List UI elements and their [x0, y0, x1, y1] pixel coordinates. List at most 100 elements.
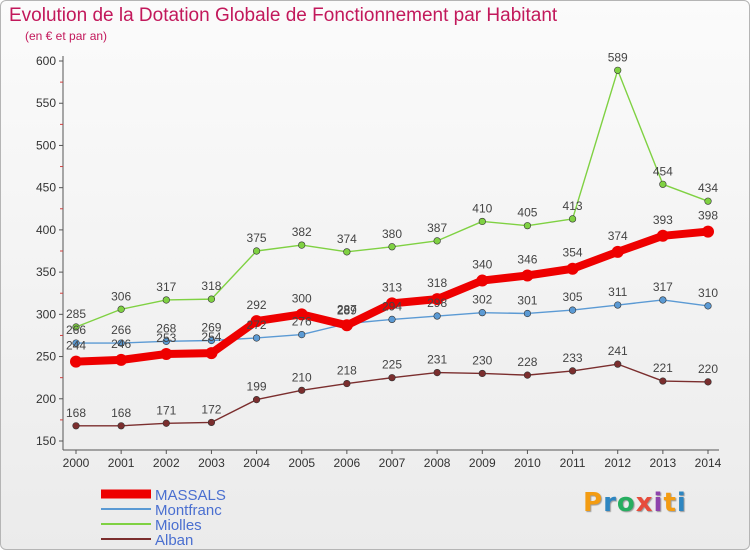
data-label-miolles: 382	[292, 225, 312, 239]
data-label-montfranc: 317	[653, 280, 673, 294]
data-label-alban: 225	[382, 358, 402, 372]
data-label-montfranc: 289	[337, 304, 357, 318]
data-label-montfranc: 276	[292, 315, 312, 329]
data-label-alban: 220	[698, 362, 718, 376]
data-label-montfranc: 269	[201, 321, 221, 335]
data-label-massals: 254	[201, 330, 221, 344]
point-massals	[205, 347, 218, 360]
data-label-miolles: 317	[156, 280, 176, 294]
data-label-miolles: 374	[337, 232, 357, 246]
data-label-alban: 199	[247, 380, 267, 394]
x-tick-label: 2008	[424, 456, 451, 470]
y-tick-label: 550	[36, 96, 56, 110]
y-tick-label: 300	[36, 307, 56, 321]
point-massals	[160, 348, 173, 361]
data-label-massals: 346	[517, 252, 537, 266]
point-montfranc	[433, 312, 441, 320]
x-tick-label: 2006	[334, 456, 361, 470]
point-alban	[343, 379, 351, 388]
data-label-massals: 318	[427, 276, 447, 290]
data-label-montfranc: 301	[517, 293, 537, 307]
point-massals	[476, 274, 489, 287]
x-tick-label: 2010	[514, 456, 541, 470]
data-label-miolles: 285	[66, 307, 86, 321]
point-alban	[659, 377, 667, 385]
point-montfranc	[207, 336, 216, 345]
x-tick-label: 2004	[243, 456, 270, 470]
data-label-montfranc: 311	[608, 285, 627, 299]
x-tick-label: 2012	[604, 456, 631, 470]
data-label-massals: 292	[247, 298, 267, 312]
x-tick-label: 2013	[650, 456, 677, 470]
point-alban	[252, 396, 261, 404]
point-miolles	[568, 215, 577, 223]
point-alban	[523, 371, 532, 379]
point-alban	[478, 369, 486, 378]
data-label-montfranc: 298	[427, 296, 447, 310]
data-label-montfranc: 268	[156, 321, 176, 335]
data-label-montfranc: 266	[66, 323, 86, 337]
data-labels: 285 306 317 318 375 382 374 380 387 410 405 413 589 4…	[66, 50, 718, 420]
data-label-miolles: 380	[382, 227, 402, 241]
point-miolles	[162, 296, 170, 304]
point-montfranc	[252, 334, 261, 342]
data-label-alban: 168	[66, 406, 86, 420]
legend-label-montfranc: Montfranc	[155, 502, 222, 519]
point-alban	[72, 422, 80, 430]
data-label-alban: 221	[653, 361, 673, 375]
data-label-massals: 313	[382, 280, 402, 294]
data-label-miolles: 318	[201, 279, 221, 293]
data-label-massals: 246	[111, 337, 131, 351]
point-montfranc	[523, 309, 532, 318]
point-miolles	[252, 247, 261, 255]
point-miolles	[72, 323, 80, 331]
legend-label-miolles: Miolles	[155, 517, 202, 534]
point-miolles	[298, 241, 306, 249]
data-label-alban: 231	[427, 353, 447, 367]
point-massals	[611, 245, 624, 258]
data-label-miolles: 405	[517, 206, 537, 220]
x-tick-label: 2002	[153, 456, 180, 470]
data-label-miolles: 434	[698, 181, 718, 195]
point-montfranc	[72, 339, 80, 347]
data-label-massals: 393	[653, 213, 673, 227]
data-label-montfranc: 266	[111, 323, 131, 337]
y-tick-label: 350	[36, 265, 56, 279]
point-massals	[656, 229, 669, 242]
y-tick-label: 450	[36, 181, 56, 195]
point-miolles	[659, 180, 667, 188]
data-label-montfranc: 302	[472, 293, 492, 307]
point-miolles	[478, 217, 486, 226]
chart-title: Evolution de la Dotation Globale de Fonc…	[9, 5, 558, 26]
point-montfranc	[704, 302, 712, 310]
data-label-miolles: 413	[563, 199, 583, 213]
data-label-miolles: 387	[427, 221, 447, 235]
point-miolles	[614, 66, 622, 74]
data-label-massals: 253	[156, 331, 176, 345]
point-massals	[566, 262, 579, 275]
legend-label-alban: Alban	[155, 532, 193, 549]
x-tick-label: 2005	[288, 456, 315, 470]
data-label-miolles: 375	[247, 231, 267, 245]
data-label-alban: 172	[201, 402, 221, 416]
point-montfranc	[478, 309, 486, 317]
point-massals	[702, 225, 714, 238]
x-tick-label: 2014	[695, 456, 722, 470]
data-label-alban: 228	[517, 355, 537, 369]
y-tick-label: 600	[36, 54, 56, 68]
point-miolles	[343, 248, 351, 256]
data-label-montfranc: 294	[382, 299, 402, 313]
point-massals	[431, 293, 444, 306]
x-tick-label: 2011	[560, 456, 586, 470]
data-label-massals: 354	[563, 246, 583, 260]
data-label-alban: 171	[156, 403, 176, 417]
series-lines	[70, 66, 714, 430]
point-massals	[295, 308, 308, 321]
x-tick-label: 2007	[379, 456, 406, 470]
y-tick-label: 250	[36, 350, 56, 364]
data-label-massals: 287	[337, 302, 357, 316]
point-miolles	[704, 197, 712, 205]
